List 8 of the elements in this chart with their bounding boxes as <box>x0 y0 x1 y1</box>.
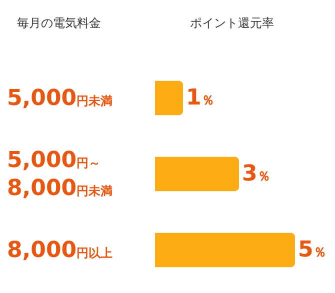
x-axis-title: ポイント還元率 <box>190 16 274 30</box>
data-label: 5％ <box>298 238 326 262</box>
y-axis-title: 毎月の電気料金 <box>17 16 101 30</box>
y-tick-label: 5,000円～ 8,000円未満 <box>7 148 113 201</box>
data-label: 3％ <box>242 162 270 186</box>
data-label: 1％ <box>186 86 214 110</box>
y-tick-label: 8,000円以上 <box>7 238 113 263</box>
y-tick-label: 5,000円未満 <box>7 86 113 111</box>
